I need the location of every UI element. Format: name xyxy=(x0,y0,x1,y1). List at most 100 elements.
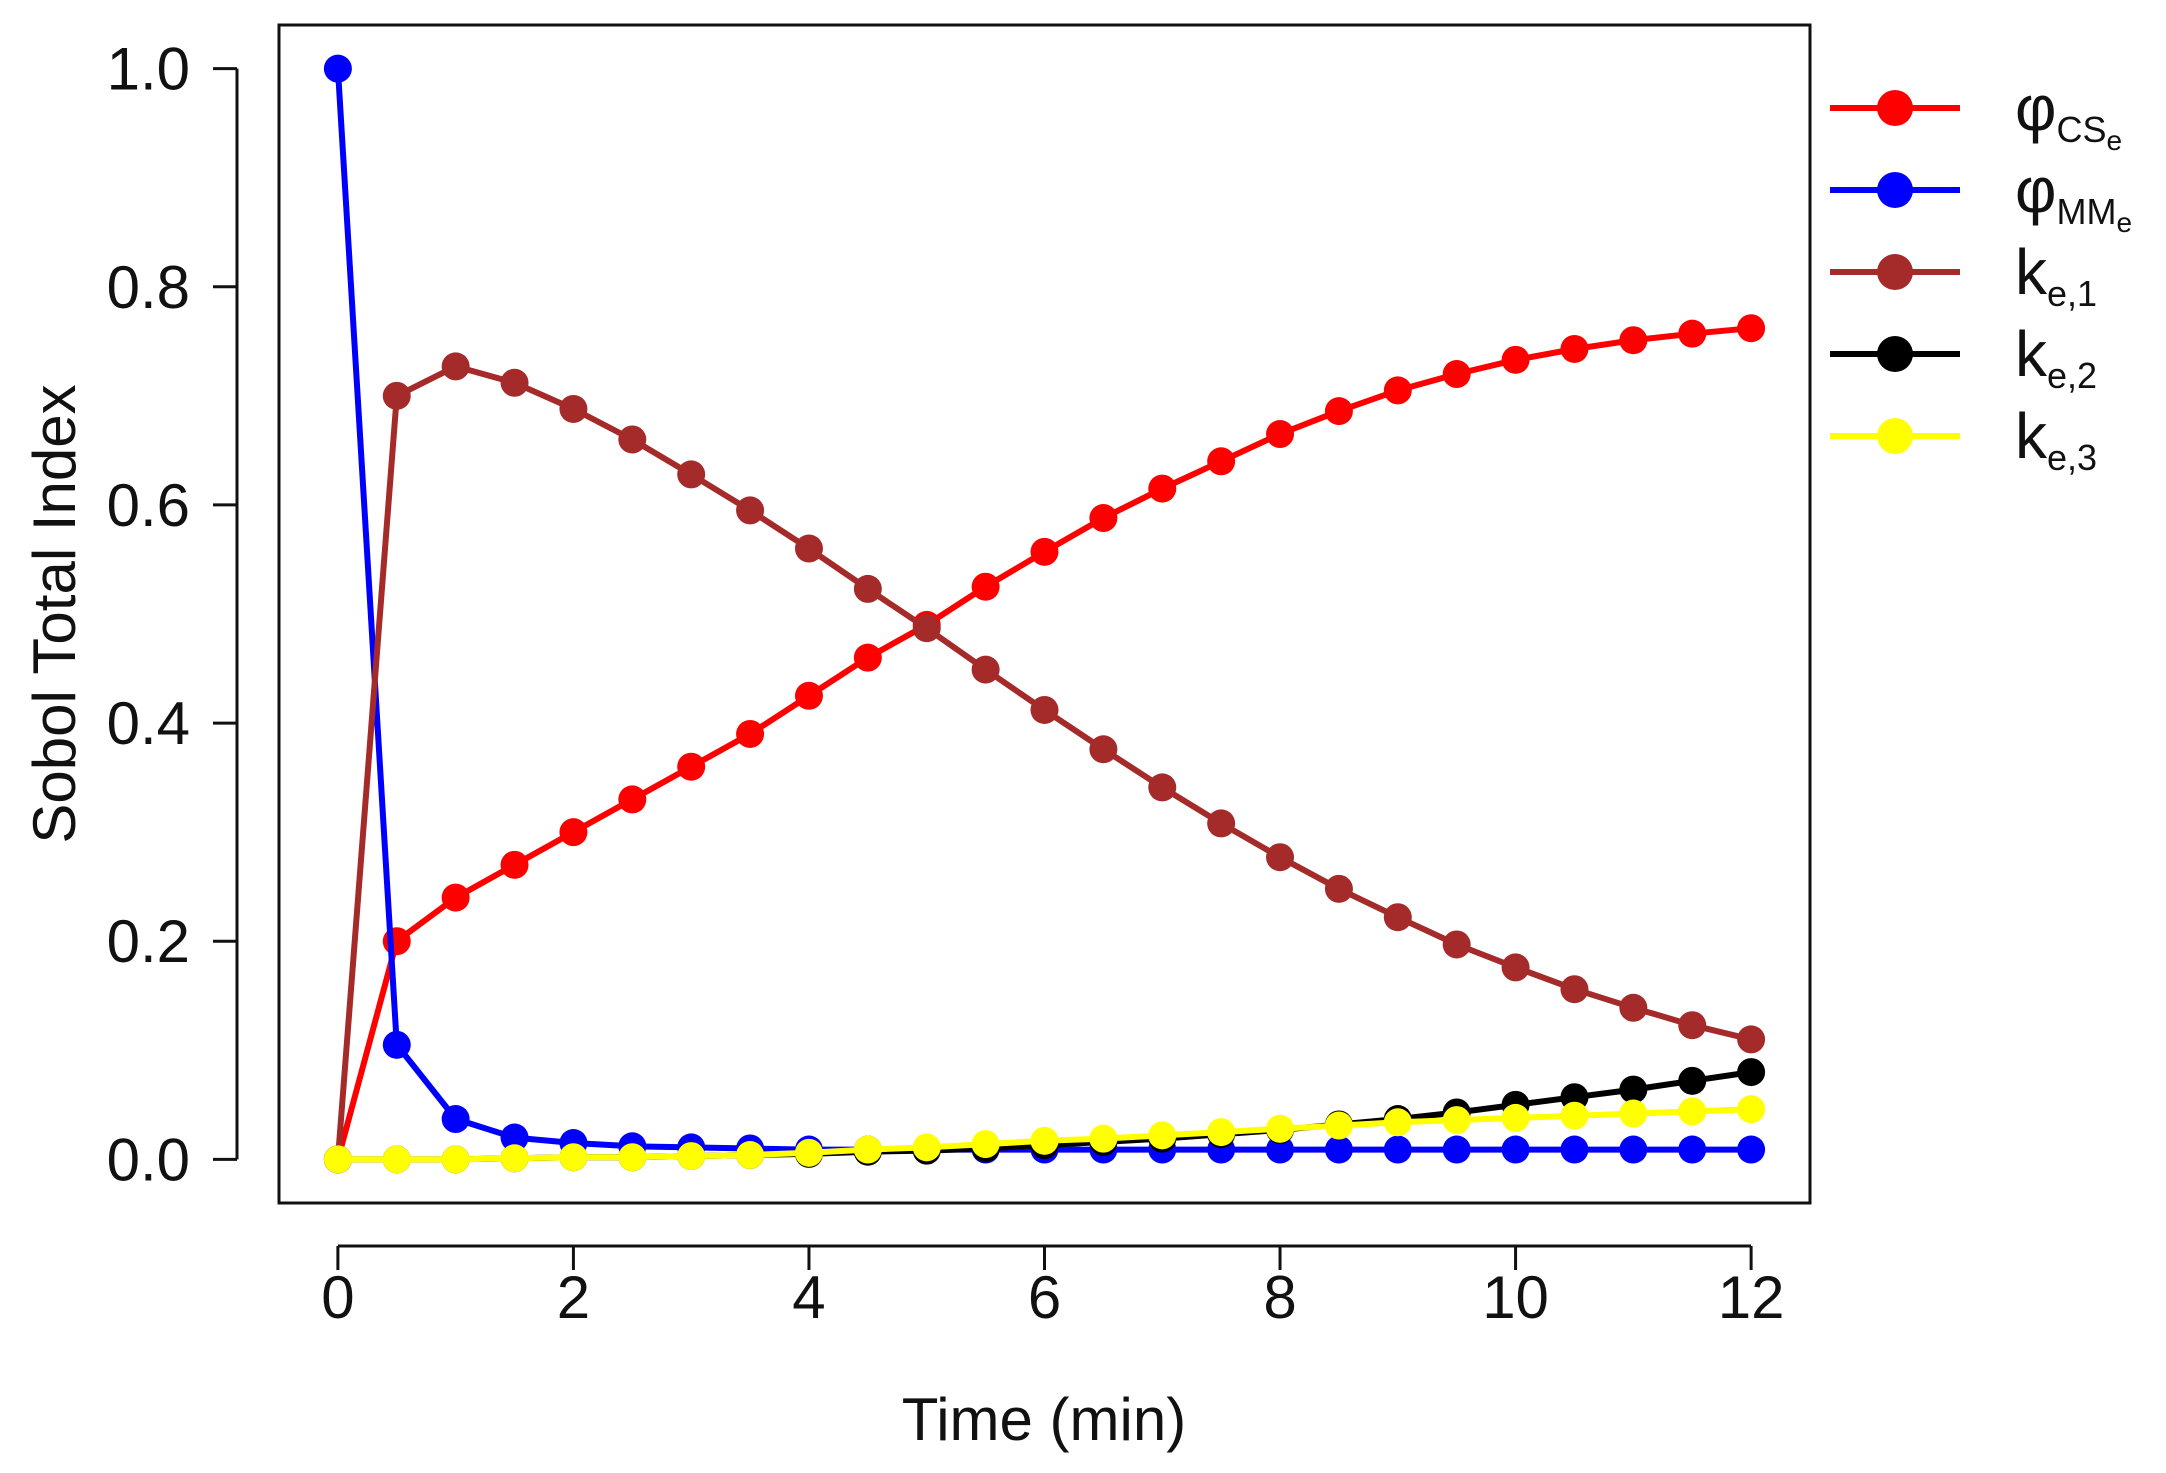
data-point xyxy=(1678,1097,1707,1126)
y-tick-label: 1.0 xyxy=(107,36,190,103)
data-point xyxy=(1560,1101,1589,1130)
data-point xyxy=(736,719,765,748)
legend-label: ke,1 xyxy=(2015,236,2097,314)
legend-label: φCSe xyxy=(2015,72,2122,156)
data-point xyxy=(1501,345,1530,374)
data-point xyxy=(559,394,588,423)
legend-item: ke,1 xyxy=(1830,236,2097,314)
data-point xyxy=(1442,1135,1471,1164)
data-point xyxy=(853,574,882,603)
data-point xyxy=(1383,1135,1412,1164)
data-point xyxy=(500,850,529,879)
data-point xyxy=(382,1145,411,1174)
legend-label: φMMe xyxy=(2015,154,2132,238)
data-point xyxy=(794,534,823,563)
legend-swatch-marker xyxy=(1877,172,1913,208)
data-point xyxy=(1737,1058,1766,1087)
data-point xyxy=(853,643,882,672)
legend-item: ke,2 xyxy=(1830,318,2097,396)
data-point xyxy=(736,496,765,525)
x-axis-label: Time (min) xyxy=(902,1386,1186,1453)
data-point xyxy=(1501,953,1530,982)
data-point xyxy=(441,1145,470,1174)
data-point xyxy=(1207,809,1236,838)
data-point xyxy=(1619,1075,1648,1104)
data-point xyxy=(794,1138,823,1167)
x-tick-label: 8 xyxy=(1263,1264,1296,1331)
data-point xyxy=(1089,504,1118,533)
data-point xyxy=(677,1142,706,1171)
data-point xyxy=(1324,874,1353,903)
data-point xyxy=(1501,1135,1530,1164)
x-tick-label: 4 xyxy=(792,1264,825,1331)
data-point xyxy=(323,1145,352,1174)
data-point xyxy=(441,883,470,912)
data-point xyxy=(1619,1135,1648,1164)
data-point xyxy=(1148,773,1177,802)
data-point xyxy=(1148,474,1177,503)
y-tick-label: 0.4 xyxy=(107,690,190,757)
x-tick-label: 0 xyxy=(321,1264,354,1331)
data-point xyxy=(1442,930,1471,959)
data-point xyxy=(382,381,411,410)
data-point xyxy=(736,1141,765,1170)
data-point xyxy=(971,655,1000,684)
series-group xyxy=(323,314,1766,1174)
series-group xyxy=(323,352,1766,1174)
data-point xyxy=(1678,1011,1707,1040)
data-point xyxy=(1266,1135,1295,1164)
data-point xyxy=(500,1144,529,1173)
legend-label: ke,3 xyxy=(2015,400,2097,478)
data-point xyxy=(853,1135,882,1164)
y-tick-label: 0.8 xyxy=(107,254,190,321)
data-point xyxy=(1030,537,1059,566)
data-point xyxy=(1501,1103,1530,1132)
data-point xyxy=(1442,360,1471,389)
data-point xyxy=(1266,420,1295,449)
data-point xyxy=(1678,1135,1707,1164)
series-group xyxy=(323,54,1766,1164)
data-point xyxy=(1619,993,1648,1022)
data-point xyxy=(618,785,647,814)
y-axis-label: Sobol Total Index xyxy=(21,384,88,843)
data-point xyxy=(1089,735,1118,764)
data-point xyxy=(1207,447,1236,476)
data-point xyxy=(1030,1126,1059,1155)
data-point xyxy=(1324,1111,1353,1140)
data-point xyxy=(559,818,588,847)
x-tick-label: 12 xyxy=(1718,1264,1785,1331)
data-point xyxy=(1737,1095,1766,1124)
data-point xyxy=(1737,314,1766,343)
x-tick-label: 2 xyxy=(557,1264,590,1331)
data-point xyxy=(1442,1106,1471,1135)
x-tick-label: 10 xyxy=(1482,1264,1549,1331)
data-point xyxy=(618,425,647,454)
series-line xyxy=(334,363,1752,1160)
data-point xyxy=(559,1143,588,1172)
data-point xyxy=(1089,1124,1118,1153)
data-point xyxy=(1560,975,1589,1004)
data-point xyxy=(500,1123,529,1152)
data-point xyxy=(1560,334,1589,363)
series-group xyxy=(323,1095,1766,1174)
data-point xyxy=(1619,326,1648,355)
data-point xyxy=(1383,1108,1412,1137)
data-point xyxy=(971,572,1000,601)
data-point xyxy=(794,681,823,710)
series-line xyxy=(334,68,1752,1153)
data-point xyxy=(1207,1118,1236,1147)
data-point xyxy=(618,1143,647,1172)
legend-swatch-marker xyxy=(1877,254,1913,290)
data-point xyxy=(912,614,941,643)
data-point xyxy=(677,752,706,781)
data-point xyxy=(1560,1135,1589,1164)
legend-swatch-marker xyxy=(1877,336,1913,372)
data-point xyxy=(441,352,470,381)
axes: 0 2 4 6 8 10 12 0.0 0.2 0.4 0.6 0.8 1.0 xyxy=(107,36,1785,1331)
series-layer xyxy=(323,54,1766,1174)
data-point xyxy=(1266,843,1295,872)
legend-label: ke,2 xyxy=(2015,318,2097,396)
data-point xyxy=(441,1105,470,1134)
